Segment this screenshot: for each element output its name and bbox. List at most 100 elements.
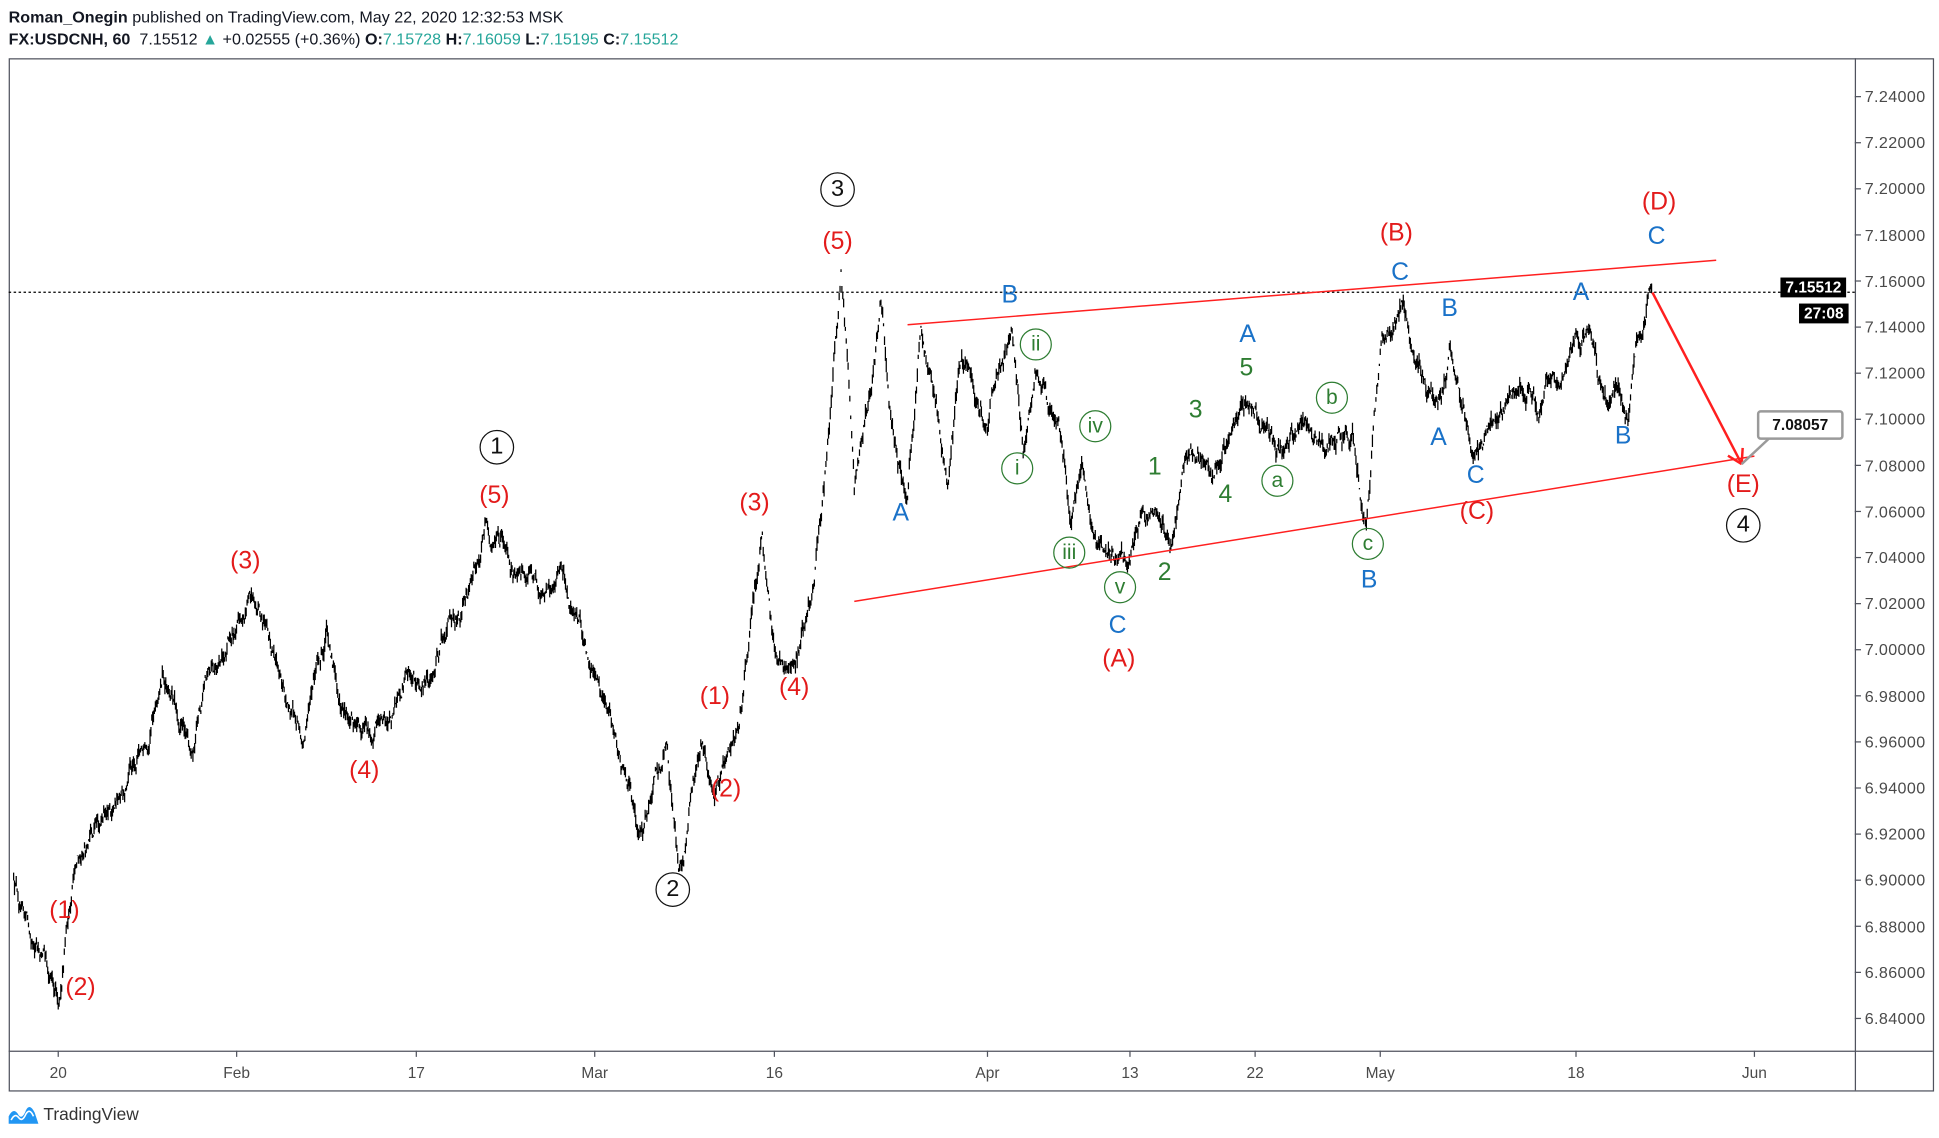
wave-label: (2): [65, 973, 96, 1002]
wave-label: (1): [49, 897, 80, 925]
close-value: 7.15512: [620, 29, 679, 49]
wave-label: (1): [699, 682, 731, 710]
wave-label: 3: [820, 172, 855, 207]
price-change: +0.02555 (+0.36%): [222, 29, 361, 49]
wave-label: A: [1239, 320, 1256, 349]
arrow-head-icon: [1740, 447, 1744, 465]
symbol-legend: FX:USDCNH, 60 7.15512 ▲ +0.02555 (+0.36%…: [9, 30, 679, 49]
price-tick-label: 7.12000: [1864, 363, 1926, 383]
price-tick-label: 7.14000: [1864, 317, 1926, 337]
wave-label: B: [1360, 566, 1378, 594]
price-tick-label: 6.86000: [1864, 963, 1926, 982]
chart-frame: [8, 58, 1935, 1092]
wave-label: C: [1647, 223, 1666, 251]
close-label: C:: [603, 29, 621, 49]
low-value: 7.15195: [540, 29, 599, 49]
trendline-lower[interactable]: [854, 455, 1755, 603]
wave-label: 2: [1157, 558, 1172, 587]
trendlines[interactable]: [854, 259, 1776, 603]
triangle-up-icon: ▲: [202, 29, 219, 49]
time-tick-label: Feb: [223, 1064, 250, 1082]
current-price-badge: 7.15512: [1780, 277, 1847, 298]
price-tick-label: 6.96000: [1864, 732, 1926, 752]
bar-countdown: 27:08: [1799, 303, 1849, 324]
wave-label: C: [1108, 612, 1127, 640]
publish-info: Roman_Onegin published on TradingView.co…: [9, 7, 564, 26]
ohlc-bar-series: [13, 269, 1653, 1010]
time-axis-ticks: [57, 1050, 1756, 1057]
time-tick-label: 17: [407, 1064, 425, 1082]
wave-label: (D): [1641, 188, 1677, 216]
open-label: O:: [364, 29, 383, 49]
price-tick-label: 6.98000: [1864, 686, 1926, 706]
wave-label: 2: [655, 872, 691, 907]
tradingview-logo-text: TradingView: [43, 1103, 139, 1124]
wave-label: 3: [1188, 396, 1203, 424]
wave-label: (3): [739, 489, 770, 517]
trendline-upper[interactable]: [907, 259, 1717, 326]
wave-label: (5): [479, 481, 510, 510]
wave-label: C: [1391, 258, 1410, 287]
time-tick-label: 20: [49, 1064, 67, 1082]
wave-label: a: [1261, 464, 1294, 497]
price-tick-label: 7.18000: [1864, 225, 1926, 245]
price-bars: [13, 269, 1653, 1010]
wave-label: v: [1103, 571, 1137, 604]
price-callout[interactable]: 7.08057: [1756, 410, 1844, 440]
price-tick-label: 7.16000: [1864, 271, 1926, 291]
wave-label: (A): [1102, 645, 1136, 673]
wave-label: ii: [1019, 328, 1052, 361]
price-tick-label: 7.24000: [1864, 87, 1926, 106]
wave-label: B: [1001, 281, 1019, 309]
wave-label: 4: [1725, 507, 1761, 543]
wave-label: (2): [710, 775, 742, 803]
wave-label: 5: [1239, 354, 1254, 382]
price-tick-label: 7.06000: [1864, 502, 1926, 521]
wave-label: C: [1466, 462, 1485, 490]
time-tick-label: Mar: [581, 1064, 609, 1082]
time-tick-label: May: [1365, 1064, 1395, 1082]
price-tick-label: 7.08000: [1864, 456, 1926, 475]
wave-label: c: [1351, 527, 1384, 561]
price-tick-label: 6.94000: [1864, 778, 1926, 798]
wave-label: b: [1315, 381, 1349, 414]
price-tick-label: 6.92000: [1864, 824, 1926, 844]
price-tick-label: 7.22000: [1864, 133, 1926, 153]
time-tick-label: 13: [1121, 1064, 1139, 1082]
tradingview-logo[interactable]: TradingView: [7, 1103, 139, 1125]
wave-label: (C): [1459, 498, 1495, 526]
time-tick-label: 22: [1246, 1064, 1264, 1082]
wave-label: B: [1441, 294, 1458, 323]
projection-arrow[interactable]: [1651, 291, 1743, 465]
wave-label: A: [892, 499, 910, 527]
publish-text: published on TradingView.com, May 22, 20…: [132, 7, 564, 27]
author-name[interactable]: Roman_Onegin: [8, 7, 128, 27]
price-tick-label: 7.20000: [1864, 179, 1926, 199]
wave-label: (B): [1379, 219, 1413, 247]
price-tick-label: 7.10000: [1864, 409, 1926, 429]
price-tick-label: 7.00000: [1864, 640, 1926, 660]
price-tick-label: 6.90000: [1864, 870, 1926, 890]
last-price: 7.15512: [139, 29, 198, 49]
wave-label: 4: [1218, 480, 1233, 508]
low-label: L:: [525, 29, 541, 49]
wave-label: 1: [1147, 453, 1162, 481]
wave-label: 1: [479, 429, 515, 465]
symbol-name[interactable]: FX:USDCNH, 60: [8, 29, 131, 49]
time-tick-label: 18: [1567, 1064, 1585, 1082]
wave-label: (4): [779, 674, 810, 702]
wave-label: (5): [822, 227, 853, 256]
open-value: 7.15728: [382, 29, 442, 49]
price-tick-label: 7.02000: [1864, 594, 1926, 613]
tradingview-logo-icon: [8, 1106, 39, 1124]
high-label: H:: [445, 29, 463, 49]
time-tick-label: Jun: [1741, 1064, 1767, 1082]
arrow-head-icon: [1727, 454, 1743, 466]
price-tick-label: 7.04000: [1864, 548, 1926, 567]
wave-label: B: [1614, 422, 1632, 450]
wave-label: A: [1430, 423, 1447, 451]
time-tick-label: 16: [765, 1064, 783, 1082]
high-value: 7.16059: [462, 29, 521, 49]
